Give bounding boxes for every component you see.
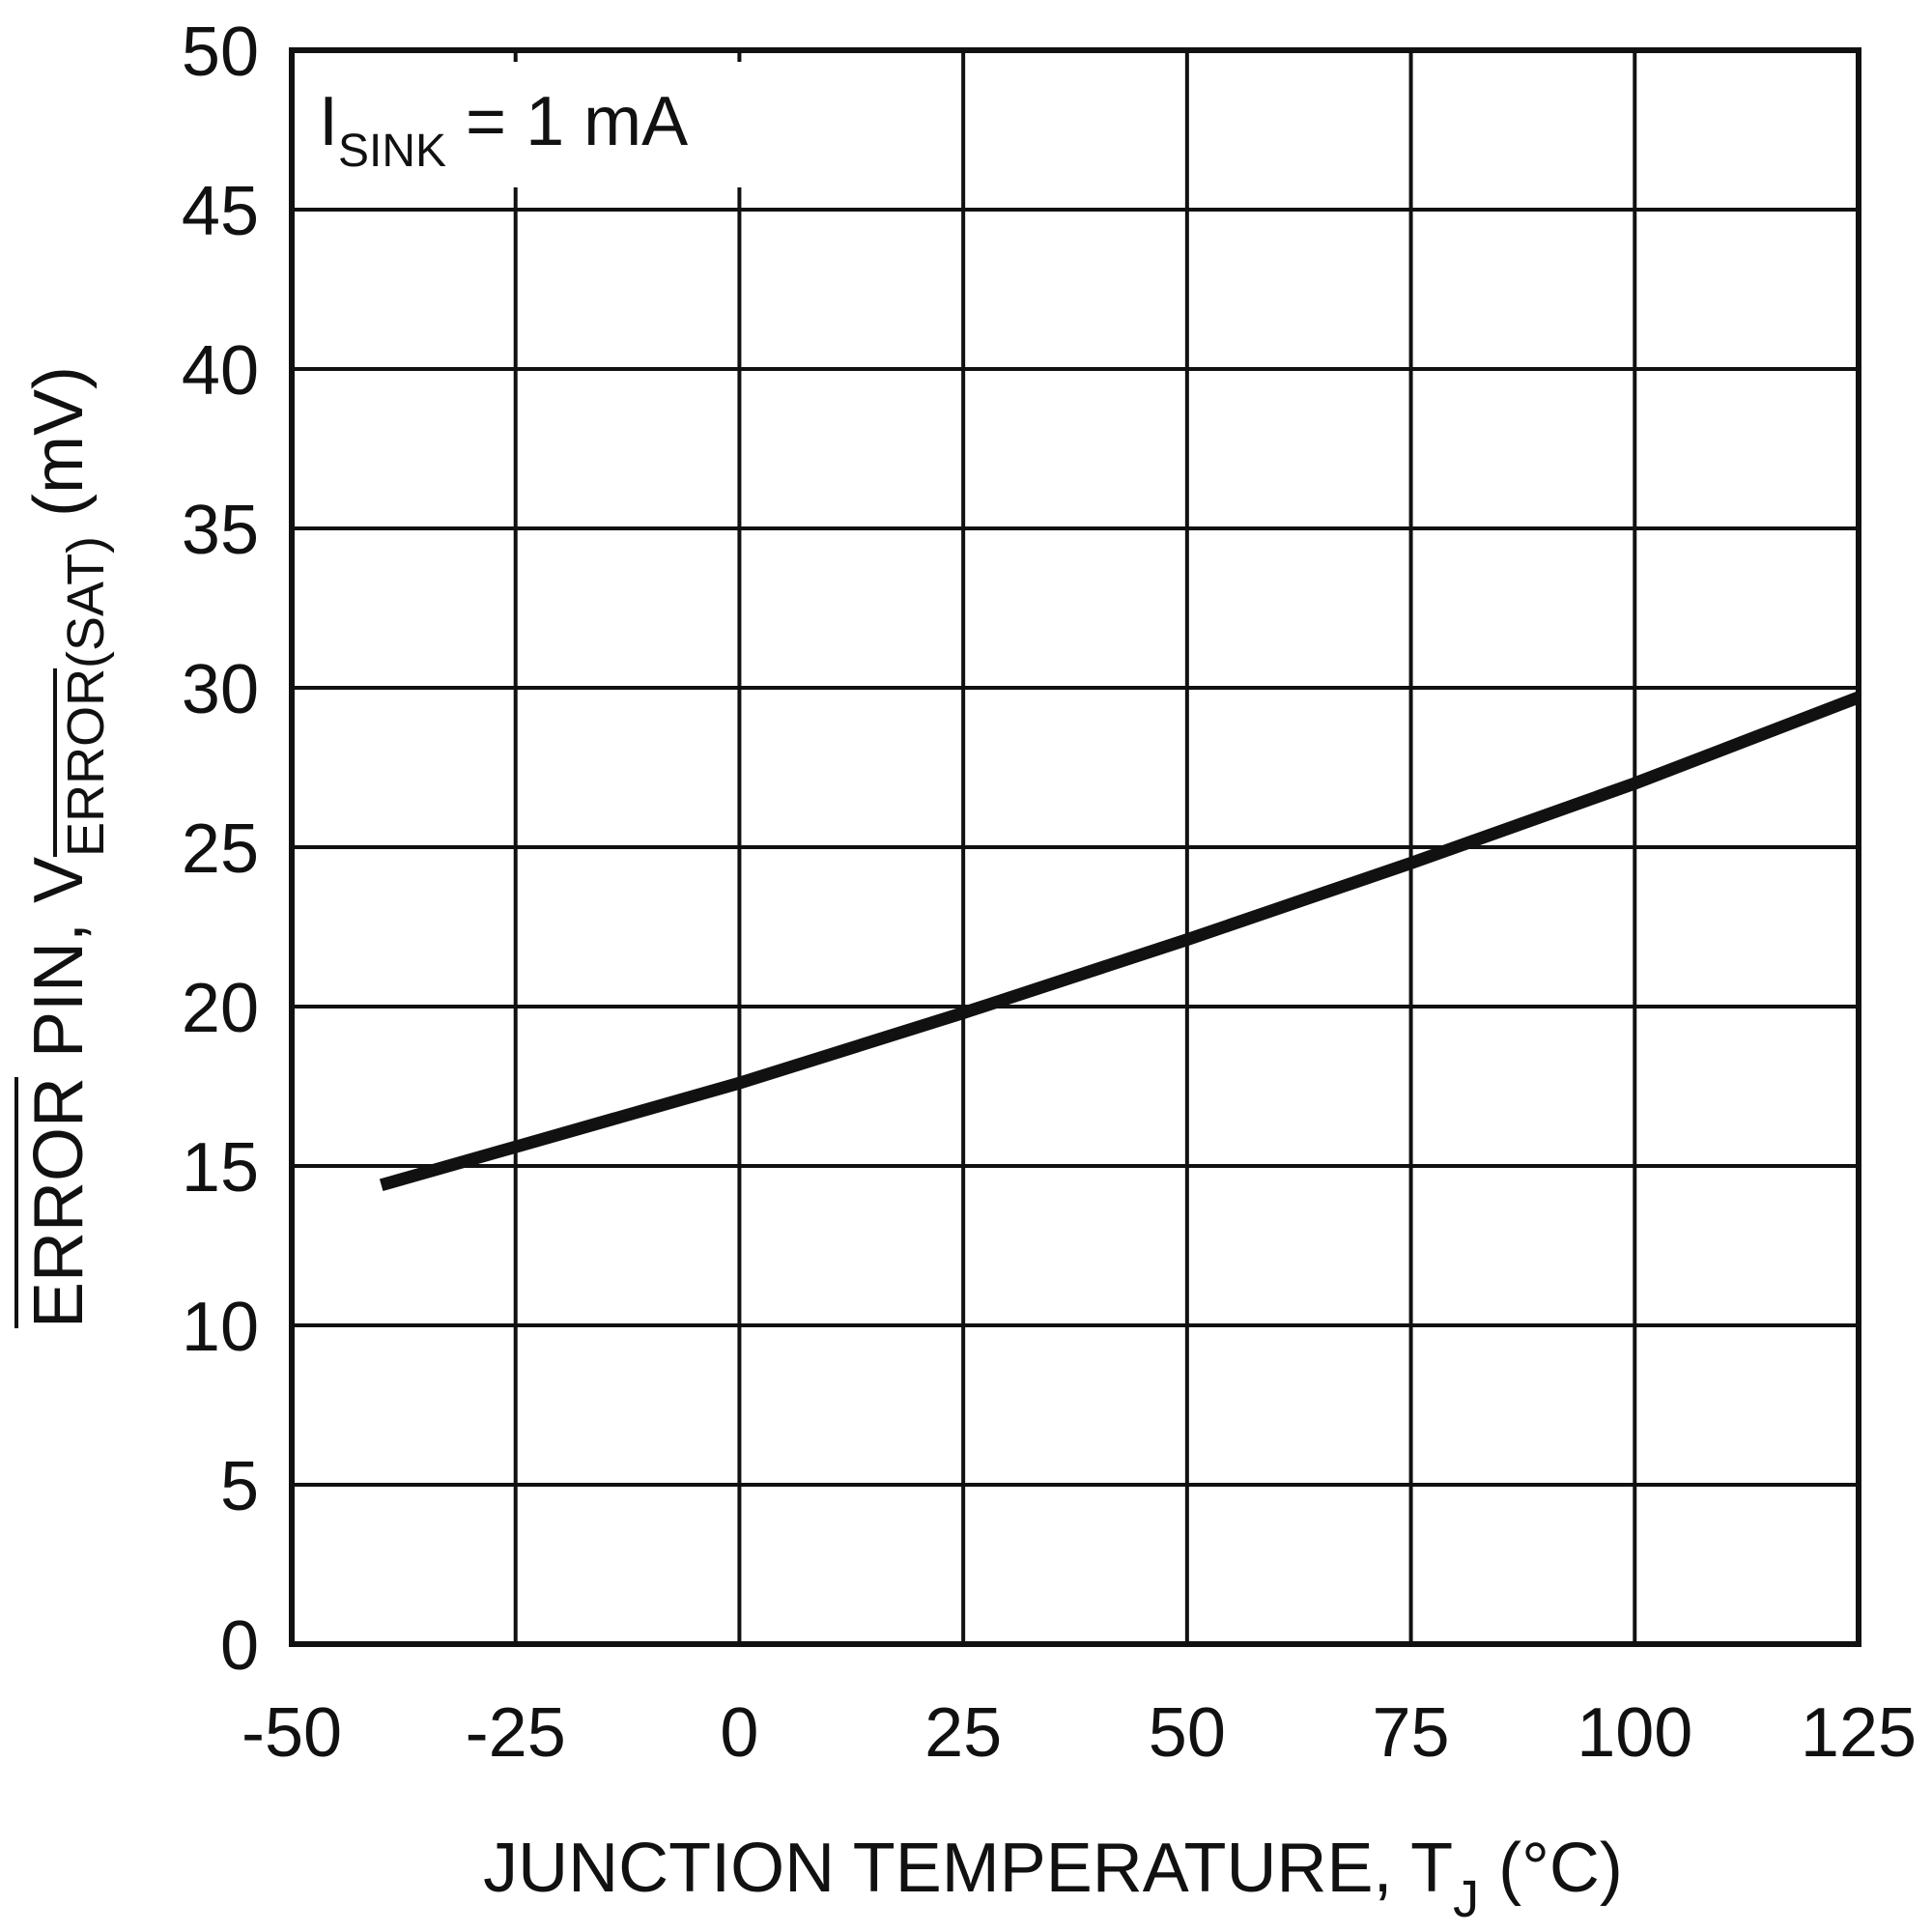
- y-axis-title-overbar: ERROR: [20, 1077, 98, 1328]
- y-tick-label: 45: [182, 173, 259, 250]
- x-tick-label: -25: [466, 1694, 566, 1772]
- x-axis-title-unit: (°C): [1479, 1830, 1623, 1907]
- y-tick-label: 30: [182, 651, 259, 728]
- grid-lines: [292, 50, 1859, 1644]
- plot-frame: [289, 47, 1861, 1647]
- x-tick-label: 0: [720, 1694, 758, 1772]
- y-tick-label: 35: [182, 492, 259, 569]
- y-tick-label: 20: [182, 970, 259, 1047]
- annotation: ISINK = 1 mA: [319, 83, 688, 177]
- y-axis-title-mid: PIN, V: [20, 857, 98, 1077]
- y-axis-title-subscript: ERROR: [57, 668, 115, 857]
- series-layer: [379, 691, 1861, 1192]
- series-line: [379, 691, 1861, 1192]
- annotation-main: I: [319, 83, 338, 160]
- y-tick-label: 5: [220, 1448, 259, 1525]
- x-tick-labels: -50 -25 0 25 50 75 100 125: [242, 1694, 1917, 1772]
- x-tick-label: 125: [1801, 1694, 1917, 1772]
- x-axis-title-main: JUNCTION TEMPERATURE, T: [483, 1830, 1453, 1907]
- y-tick-label: 50: [182, 14, 259, 91]
- x-tick-label: 75: [1373, 1694, 1450, 1772]
- y-tick-label: 25: [182, 810, 259, 888]
- y-axis-title-subscript-rest: (SAT): [57, 536, 115, 668]
- x-axis-title: JUNCTION TEMPERATURE, TJ (°C): [483, 1830, 1623, 1928]
- y-tick-label: 0: [220, 1607, 259, 1685]
- y-tick-label: 40: [182, 332, 259, 410]
- y-axis-title-unit: (mV): [20, 366, 98, 536]
- x-tick-label: 100: [1577, 1694, 1692, 1772]
- y-axis-title: ERROR PIN, VERROR(SAT) (mV): [20, 366, 115, 1328]
- y-axis-title-overbars: [14, 668, 57, 1329]
- y-axis-title-group: ERROR PIN, VERROR(SAT) (mV): [14, 366, 115, 1329]
- annotation-rest: = 1 mA: [446, 83, 688, 160]
- x-axis-title-subscript: J: [1453, 1870, 1479, 1928]
- y-tick-labels: 0 5 10 15 20 25 30 35 40 45 50: [182, 14, 259, 1685]
- y-tick-label: 15: [182, 1129, 259, 1207]
- y-tick-label: 10: [182, 1289, 259, 1366]
- annotation-background: [307, 62, 810, 187]
- x-tick-label: -50: [242, 1694, 342, 1772]
- annotation-subscript: SINK: [338, 126, 446, 177]
- x-tick-label: 25: [924, 1694, 1002, 1772]
- x-tick-label: 50: [1149, 1694, 1226, 1772]
